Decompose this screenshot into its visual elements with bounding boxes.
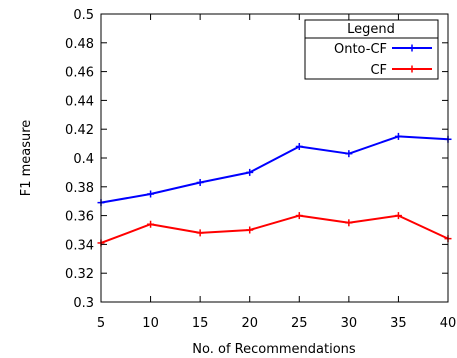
data-point-onto-cf [394, 132, 402, 140]
legend-title: Legend [347, 22, 395, 37]
y-tick-label: 0.32 [65, 267, 94, 282]
series-line-cf [100, 214, 449, 244]
data-point-onto-cf [196, 178, 204, 186]
data-point-onto-cf [295, 142, 303, 150]
data-point-cf [394, 212, 402, 220]
y-tick-label: 0.4 [73, 152, 94, 167]
data-point-cf [295, 212, 303, 220]
data-point-onto-cf [147, 190, 155, 198]
series-layer [97, 132, 452, 247]
legend-entries: Onto-CF CF [334, 42, 432, 78]
x-axis-title: No. of Recommendations [192, 342, 356, 357]
y-tick-label: 0.44 [65, 94, 94, 109]
legend-label-cf: CF [370, 63, 387, 78]
legend: Legend Onto-CF CF [304, 19, 439, 80]
legend-marker-cf [408, 65, 416, 73]
x-tick-label: 30 [341, 316, 358, 331]
x-tick-label: 10 [142, 316, 159, 331]
y-tick-label: 0.5 [73, 8, 94, 23]
data-point-cf [196, 229, 204, 237]
y-tick-label: 0.46 [65, 66, 94, 81]
y-tick-label: 0.34 [65, 238, 94, 253]
y-tick-label: 0.3 [73, 296, 94, 311]
ticks-layer: 0.3 0.32 0.34 0.36 0.38 0.4 0.42 0.44 0.46 0.48 0.… [65, 8, 456, 331]
data-point-onto-cf [246, 168, 254, 176]
data-point-cf [246, 226, 254, 234]
x-tick-label: 35 [390, 316, 407, 331]
y-tick-label: 0.36 [65, 210, 94, 225]
series-line-onto-cf [100, 135, 449, 204]
legend-label-onto-cf: Onto-CF [334, 42, 387, 57]
data-point-cf [147, 220, 155, 228]
x-tick-label: 25 [291, 316, 308, 331]
y-tick-label: 0.38 [65, 181, 94, 196]
x-tick-label: 40 [440, 316, 457, 331]
data-point-cf [345, 219, 353, 227]
x-tick-label: 5 [97, 316, 105, 331]
y-axis-title: F1 measure [19, 120, 34, 197]
legend-marker-onto-cf [408, 44, 416, 52]
x-tick-label: 20 [241, 316, 258, 331]
data-point-onto-cf [345, 150, 353, 158]
x-tick-label: 15 [192, 316, 209, 331]
y-tick-label: 0.48 [65, 37, 94, 52]
y-tick-label: 0.42 [65, 123, 94, 138]
